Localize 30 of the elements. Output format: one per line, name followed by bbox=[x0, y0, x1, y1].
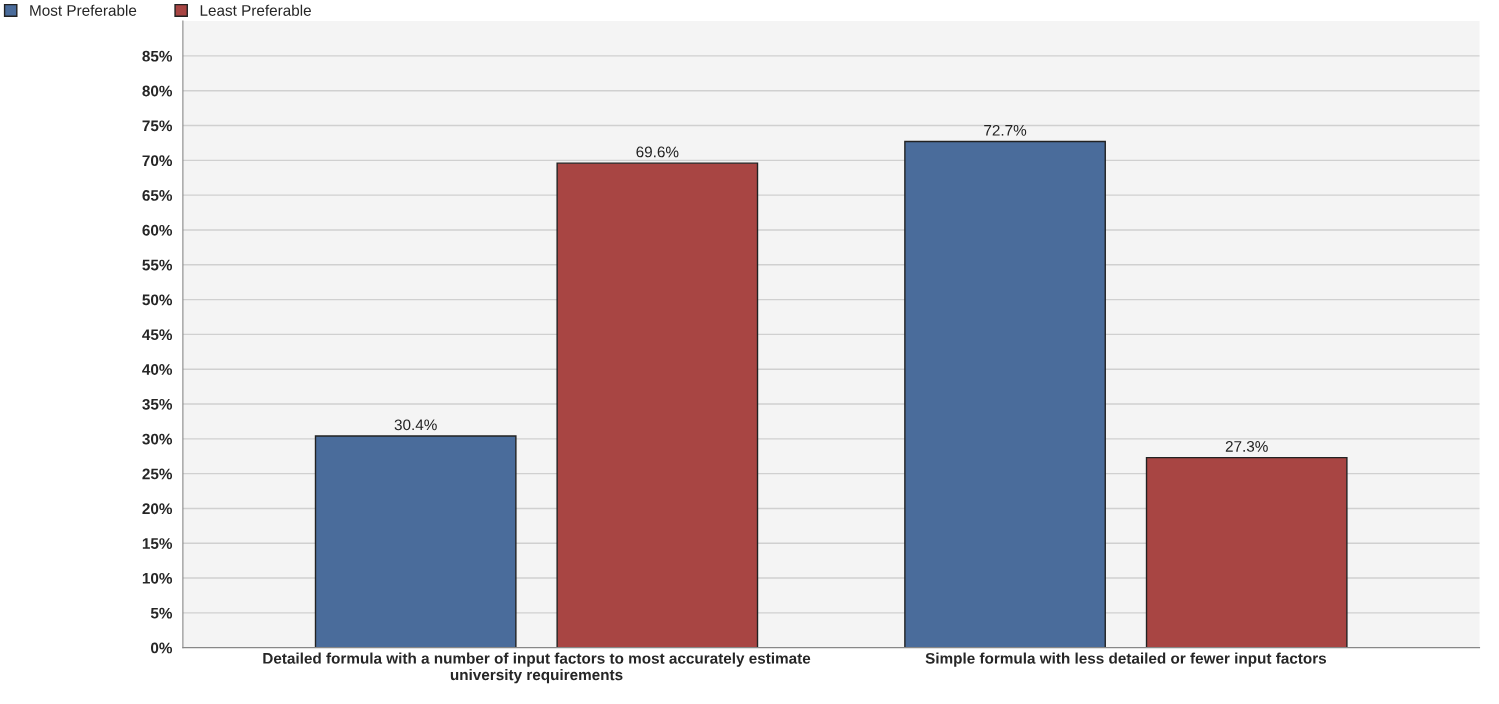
x-tick-label: Simple formula with less detailed or fewer input factors bbox=[925, 652, 1327, 667]
y-tick-label: 30% bbox=[142, 433, 173, 445]
y-tick-label: 65% bbox=[142, 190, 173, 201]
y-tick-label: 55% bbox=[142, 259, 173, 271]
y-tick-label: 70% bbox=[142, 155, 173, 167]
legend-label: Most Preferable bbox=[30, 4, 137, 16]
y-tick-label: 45% bbox=[142, 329, 173, 341]
y-tick-label: 85% bbox=[142, 50, 173, 62]
bar bbox=[314, 435, 517, 648]
data-label: 27.3% bbox=[1225, 441, 1268, 452]
bar bbox=[556, 162, 759, 648]
y-tick-label: 35% bbox=[142, 398, 173, 410]
y-tick-label: 10% bbox=[142, 572, 173, 584]
y-tick-label: 20% bbox=[142, 503, 173, 515]
data-label: 30.4% bbox=[394, 419, 437, 431]
y-tick-label: 25% bbox=[142, 468, 173, 480]
y-tick-label: 0% bbox=[150, 642, 173, 654]
bar bbox=[904, 140, 1106, 648]
y-tick-label: 5% bbox=[150, 607, 173, 619]
y-tick-label: 75% bbox=[142, 120, 173, 132]
data-label: 69.6% bbox=[636, 146, 679, 158]
y-tick-label: 80% bbox=[142, 85, 173, 97]
legend-label: Least Preferable bbox=[200, 4, 311, 16]
data-label: 72.7% bbox=[984, 124, 1027, 136]
bar bbox=[1145, 456, 1348, 648]
x-tick-label: Detailed formula with a number of input factors to most accurately estimate university requirements bbox=[263, 652, 811, 684]
y-tick-label: 60% bbox=[142, 224, 173, 236]
y-tick-label: 15% bbox=[142, 538, 173, 549]
y-tick-label: 40% bbox=[142, 364, 173, 375]
y-tick-label: 50% bbox=[142, 294, 173, 306]
